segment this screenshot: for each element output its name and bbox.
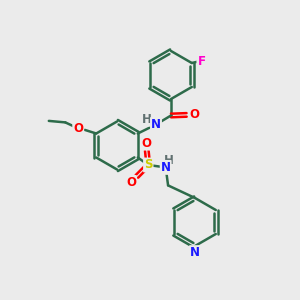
Text: O: O (126, 176, 136, 189)
Text: O: O (142, 136, 152, 150)
Text: S: S (144, 158, 152, 172)
Text: F: F (197, 55, 206, 68)
Text: N: N (190, 246, 200, 259)
Text: N: N (151, 118, 161, 131)
Text: H: H (142, 112, 151, 126)
Text: O: O (73, 122, 83, 135)
Text: N: N (161, 161, 171, 174)
Text: O: O (189, 108, 199, 122)
Text: H: H (164, 154, 174, 167)
